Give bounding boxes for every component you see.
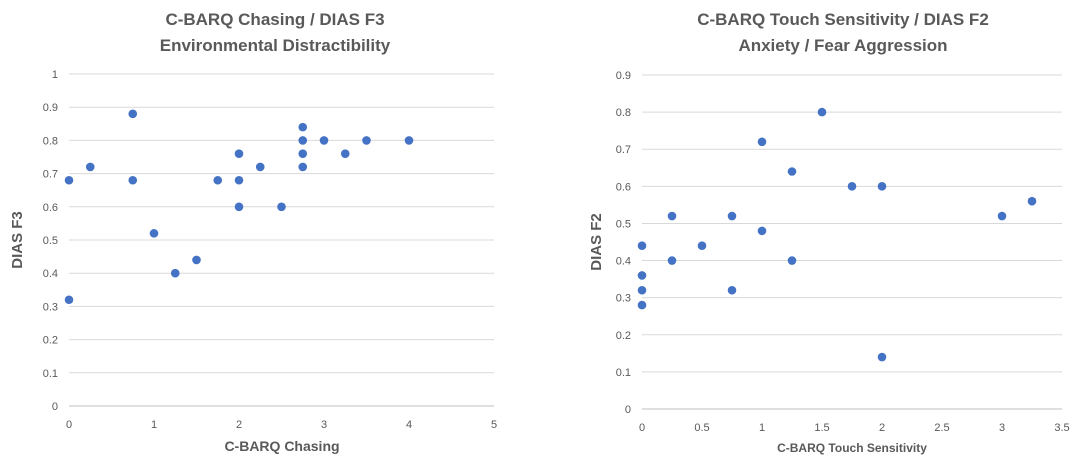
x-axis-title: C-BARQ Touch Sensitivity — [777, 441, 927, 455]
data-point — [340, 149, 350, 158]
x-tick-label: 0 — [66, 419, 72, 431]
data-point — [877, 182, 887, 191]
y-axis-title: DIAS F3 — [9, 211, 26, 269]
data-point — [1027, 196, 1037, 206]
data-point — [877, 352, 887, 362]
data-point — [787, 256, 797, 265]
y-tick-label: 1 — [52, 69, 58, 81]
x-tick-label: 3 — [999, 422, 1005, 434]
data-point — [817, 107, 827, 117]
data-point — [667, 211, 677, 221]
data-points — [637, 107, 1037, 362]
chart-title-line-1: C-BARQ Touch Sensitivity / DIAS F2 — [697, 10, 989, 29]
x-tick-label: 3.5 — [1054, 422, 1069, 434]
data-point — [697, 241, 707, 251]
data-point — [404, 136, 414, 145]
data-point — [277, 202, 286, 212]
data-point — [298, 122, 308, 132]
y-tick-label: 0.2 — [43, 335, 58, 347]
y-tick-label: 0.8 — [616, 107, 631, 119]
data-point — [64, 175, 74, 185]
data-point — [787, 167, 797, 176]
x-tick-label: 2.5 — [934, 422, 949, 434]
y-tick-label: 0.9 — [43, 102, 58, 114]
chart-chasing-f3: C-BARQ Chasing / DIAS F3 Environmental D… — [9, 10, 497, 454]
data-point — [128, 109, 138, 119]
chart-title-line-1: C-BARQ Chasing / DIAS F3 — [165, 10, 384, 29]
data-point — [298, 136, 308, 145]
x-axis-title: C-BARQ Chasing — [224, 438, 339, 454]
y-tick-label: 0.1 — [43, 368, 58, 380]
data-point — [667, 256, 677, 265]
grid-lines — [69, 73, 494, 407]
x-tick-labels: 0 0.5 1 1.5 2 2.5 3 3.5 — [639, 422, 1070, 434]
data-points — [64, 109, 414, 305]
chart-touch-f2: C-BARQ Touch Sensitivity / DIAS F2 Anxie… — [588, 10, 1070, 455]
x-tick-label: 1 — [759, 422, 765, 434]
y-tick-label: 0.8 — [43, 135, 58, 147]
data-point — [149, 229, 159, 238]
x-tick-label: 1 — [151, 419, 157, 431]
data-point — [757, 226, 767, 236]
y-tick-label: 0 — [625, 404, 631, 416]
y-tick-label: 0.4 — [616, 256, 631, 268]
data-point — [255, 162, 265, 172]
y-tick-label: 0.7 — [43, 169, 58, 181]
y-tick-labels: 0 0.1 0.2 0.3 0.4 0.5 0.6 0.7 0.8 0.9 — [616, 70, 631, 416]
y-tick-label: 0.9 — [616, 70, 631, 82]
data-point — [128, 175, 138, 185]
y-tick-label: 0.4 — [43, 268, 58, 280]
y-tick-label: 0.6 — [43, 202, 58, 214]
y-tick-label: 0.2 — [616, 330, 631, 342]
y-tick-label: 0.1 — [616, 367, 631, 379]
y-tick-label: 0 — [52, 401, 58, 413]
data-point — [727, 285, 737, 295]
x-tick-label: 1.5 — [814, 422, 829, 434]
data-point — [319, 136, 329, 145]
chart-title-line-2: Anxiety / Fear Aggression — [738, 36, 947, 55]
data-point — [234, 175, 244, 185]
y-tick-label: 0.7 — [616, 144, 631, 156]
data-point — [298, 149, 308, 158]
data-point — [847, 182, 857, 191]
data-point — [637, 285, 647, 295]
x-tick-label: 3 — [321, 419, 327, 431]
y-tick-label: 0.3 — [43, 301, 58, 313]
y-axis-title: DIAS F2 — [588, 213, 605, 271]
y-tick-labels: 0 0.1 0.2 0.3 0.4 0.5 0.6 0.7 0.8 0.9 1 — [43, 69, 58, 413]
data-point — [234, 149, 244, 158]
data-point — [192, 255, 201, 265]
y-tick-label: 0.5 — [43, 235, 58, 247]
y-tick-label: 0.5 — [616, 218, 631, 230]
x-tick-label: 2 — [879, 422, 885, 434]
chart-title-line-2: Environmental Distractibility — [160, 36, 391, 55]
x-tick-label: 0.5 — [694, 422, 709, 434]
data-point — [637, 300, 647, 310]
y-tick-label: 0.3 — [616, 293, 631, 305]
data-point — [64, 295, 74, 305]
data-point — [298, 162, 308, 172]
data-point — [170, 268, 180, 278]
x-tick-label: 5 — [491, 419, 497, 431]
x-tick-label: 4 — [406, 419, 412, 431]
x-tick-label: 2 — [236, 419, 242, 431]
data-point — [362, 136, 371, 145]
data-point — [727, 211, 737, 221]
data-point — [757, 137, 767, 147]
data-point — [213, 175, 223, 185]
data-point — [997, 211, 1007, 221]
grid-lines — [642, 74, 1062, 410]
data-point — [637, 241, 647, 251]
data-point — [234, 202, 244, 212]
y-tick-label: 0.6 — [616, 181, 631, 193]
data-point — [637, 271, 647, 280]
x-tick-labels: 0 1 2 3 4 5 — [66, 419, 497, 431]
data-point — [85, 162, 95, 172]
x-tick-label: 0 — [639, 422, 645, 434]
